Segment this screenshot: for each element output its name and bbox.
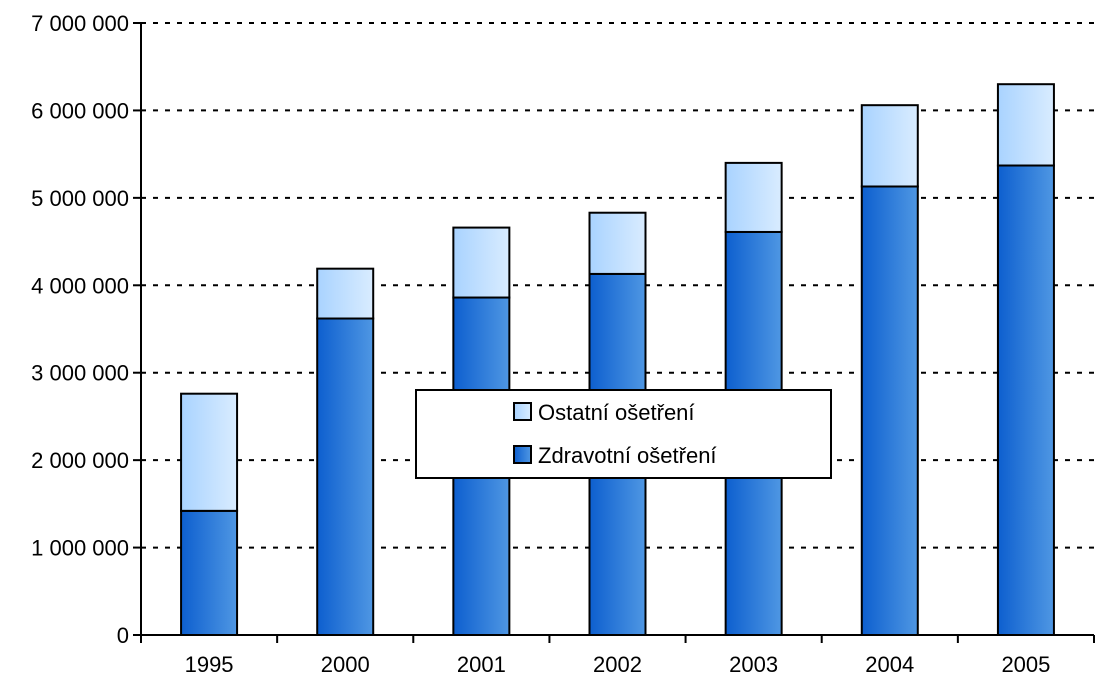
- y-axis-ticks: 0 1 000 000 2 000 000 3 000 000 4 000 000 5 0…: [31, 11, 141, 648]
- legend-swatch-ostatni: [513, 402, 532, 421]
- legend-label-ostatni: Ostatní ošetření: [538, 400, 695, 425]
- bar-ostatni: [180, 392, 239, 512]
- legend-label-zdravotni: Zdravotní ošetření: [538, 443, 717, 468]
- x-axis-ticks: 1995 2000 2001 2002 2003 2004 2005: [140, 635, 1095, 677]
- y-tick-label: 2 000 000: [31, 448, 129, 473]
- bar-ostatni: [452, 226, 511, 299]
- x-tick-label: 2000: [321, 652, 370, 677]
- legend-box: [415, 389, 832, 479]
- gridlines: [141, 22, 1094, 549]
- x-tick-label: 2001: [457, 652, 506, 677]
- bar-zdravotni: [180, 509, 239, 637]
- y-tick-label: 3 000 000: [31, 361, 129, 386]
- bar-ostatni: [316, 267, 375, 320]
- bar-ostatni: [996, 83, 1055, 167]
- x-tick-label: 1995: [185, 652, 234, 677]
- y-tick-label: 7 000 000: [31, 11, 129, 36]
- bar-zdravotni: [316, 317, 375, 636]
- axes: [140, 23, 1094, 636]
- bar-ostatni: [588, 211, 647, 275]
- y-tick-label: 0: [117, 623, 129, 648]
- bar-zdravotni: [860, 185, 919, 636]
- bar-zdravotni: [996, 164, 1055, 636]
- y-tick-label: 6 000 000: [31, 98, 129, 123]
- legend-swatch-zdravotni: [513, 445, 532, 464]
- y-tick-label: 1 000 000: [31, 536, 129, 561]
- x-tick-label: 2004: [865, 652, 914, 677]
- x-tick-label: 2005: [1001, 652, 1050, 677]
- legend: Ostatní ošetření Zdravotní ošetření: [415, 389, 832, 479]
- y-tick-label: 5 000 000: [31, 186, 129, 211]
- bars: [180, 83, 1055, 637]
- x-tick-label: 2002: [593, 652, 642, 677]
- bar-ostatni: [860, 104, 919, 188]
- bar-ostatni: [724, 161, 783, 233]
- y-tick-label: 4 000 000: [31, 273, 129, 298]
- x-tick-label: 2003: [729, 652, 778, 677]
